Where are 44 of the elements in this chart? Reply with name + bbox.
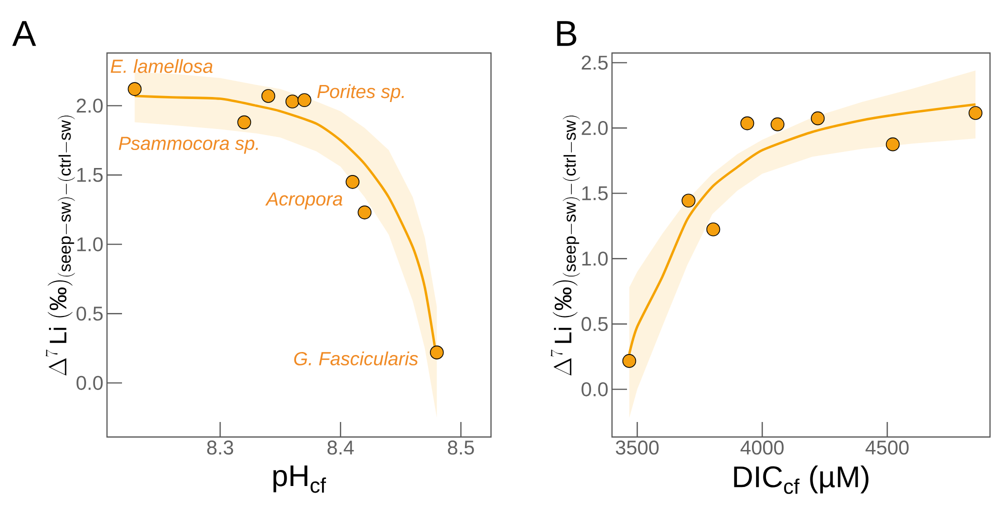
y-tick-label: 2.0	[582, 120, 608, 136]
x-tick-label: 4000	[740, 440, 784, 455]
point	[261, 89, 276, 103]
point	[298, 93, 312, 108]
x-tick-label: 8.3	[207, 440, 234, 455]
point	[810, 111, 825, 126]
point	[128, 82, 142, 96]
point	[706, 222, 720, 236]
x-tick-label: 8.5	[448, 440, 474, 455]
point	[285, 94, 300, 108]
point	[886, 137, 900, 152]
x-tick-label: 4500	[866, 440, 909, 455]
annotation: Porites sp.	[317, 84, 404, 102]
point	[346, 175, 360, 189]
point	[968, 106, 982, 120]
y-tick-label: 0.0	[582, 382, 608, 396]
y-tick-label: 0.0	[76, 376, 103, 390]
y-tick-label: 0.5	[582, 316, 608, 332]
y-tick-label: 0.5	[76, 306, 103, 321]
annotation: Psammocora sp.	[118, 136, 258, 154]
y-tick-label: 1.0	[77, 237, 103, 252]
x-axis-title: pH$_{cf}$	[273, 465, 326, 493]
chart-title: B	[557, 21, 576, 46]
y-tick-label: 2.0	[76, 98, 103, 113]
y-axis-title: $\Delta^{7}\,\mathrm{Li}\ (\mbox{‰})_{\mathrm{(seep{-}sw){-}(ctrl{-}sw)}}$	[550, 116, 580, 376]
y-tick-label: 2.5	[582, 56, 608, 70]
annotation: E. lamellosa	[110, 59, 213, 73]
point	[237, 115, 252, 130]
annotation: Acropora	[265, 192, 342, 210]
y-tick-label: 1.5	[77, 168, 103, 182]
point	[622, 354, 636, 368]
point	[430, 346, 444, 360]
chart-title: A	[12, 21, 36, 46]
y-axis-title: $\Delta^{7}\,\mathrm{Li}\ (\mbox{‰})_{\mathrm{(seep{-}sw){-}(ctrl{-}sw)}}$	[46, 116, 75, 376]
point	[770, 117, 784, 132]
point	[740, 116, 754, 130]
x-tick-label: 8.4	[328, 440, 354, 455]
point	[682, 194, 696, 208]
y-tick-label: 1.5	[582, 186, 608, 200]
x-axis-title: DIC$_{cf}$ (µM)	[734, 465, 868, 494]
x-tick-label: 3500	[616, 440, 659, 455]
y-tick-label: 1.0	[582, 252, 608, 266]
point	[358, 206, 372, 220]
annotation: G. Fascicularis	[294, 351, 418, 366]
